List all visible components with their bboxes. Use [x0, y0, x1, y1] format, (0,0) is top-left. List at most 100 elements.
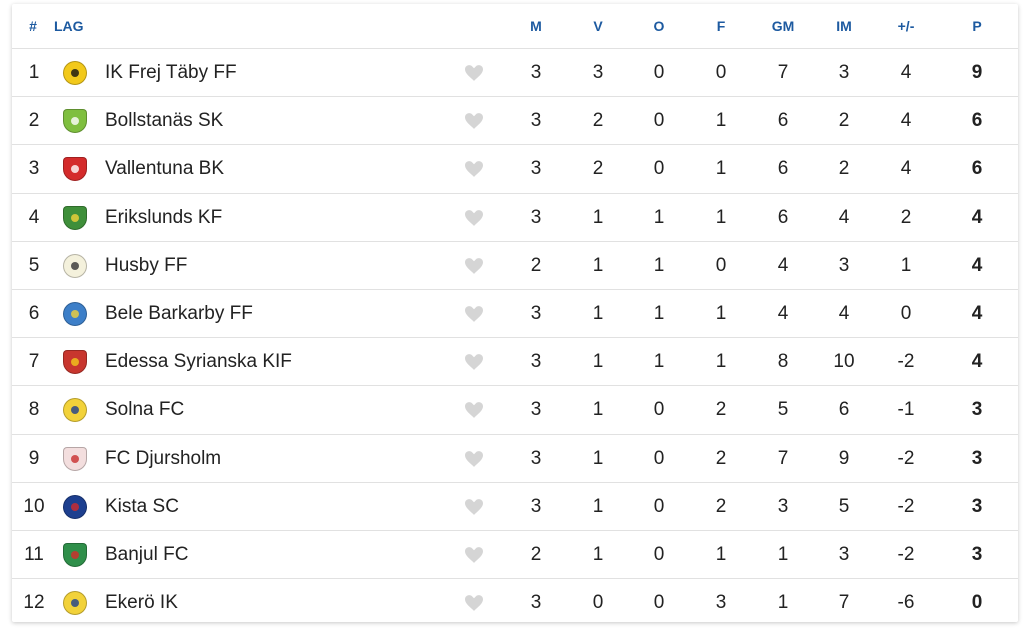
row-goals-against: 6: [838, 399, 850, 421]
row-played: 3: [530, 62, 542, 83]
row-goal-diff: 4: [900, 110, 912, 132]
table-row[interactable]: 11 Banjul FC 2 1 0 1 1 3 -2 3: [12, 530, 1018, 579]
table-row[interactable]: 6 Bele Barkarby FF 3 1 1 1 4 4 0 4: [12, 289, 1018, 338]
team-name-link[interactable]: Bele Barkarby FF: [105, 303, 253, 324]
row-goals-against: 4: [838, 303, 850, 324]
team-logo-icon: [58, 49, 92, 97]
header-draws[interactable]: O: [653, 18, 665, 34]
row-losses: 1: [715, 158, 727, 180]
row-draws: 0: [653, 399, 665, 421]
table-header: # LAG M V O F GM IM +/- P: [12, 4, 1018, 48]
row-losses: 0: [715, 62, 727, 83]
row-goals-for: 6: [777, 206, 789, 228]
row-losses: 1: [715, 303, 727, 324]
row-goals-for: 5: [777, 399, 789, 421]
header-goals-against[interactable]: IM: [836, 18, 852, 34]
team-name-link[interactable]: Solna FC: [105, 399, 185, 421]
heart-icon[interactable]: [462, 242, 486, 290]
row-losses: 2: [715, 399, 727, 421]
header-goal-diff[interactable]: +/-: [897, 18, 915, 34]
row-wins: 1: [592, 447, 604, 469]
team-name-link[interactable]: Ekerö IK: [105, 592, 178, 614]
header-losses[interactable]: F: [716, 18, 726, 34]
row-wins: 2: [592, 158, 604, 180]
row-goals-for: 1: [777, 544, 789, 565]
heart-icon[interactable]: [462, 579, 486, 627]
table-row[interactable]: 9 FC Djursholm 3 1 0 2 7 9 -2 3: [12, 433, 1018, 483]
table-row[interactable]: 12 Ekerö IK 3 0 0 3 1 7 -6 0: [12, 578, 1018, 627]
row-rank: 3: [28, 158, 40, 180]
row-losses: 1: [715, 110, 727, 132]
row-played: 3: [530, 447, 542, 469]
team-name-link[interactable]: Edessa Syrianska KIF: [105, 351, 292, 373]
heart-icon[interactable]: [462, 49, 486, 97]
team-name-link[interactable]: Kista SC: [105, 495, 179, 517]
table-row[interactable]: 3 Vallentuna BK 3 2 0 1 6 2 4 6: [12, 144, 1018, 193]
heart-icon[interactable]: [462, 145, 486, 193]
row-draws: 1: [653, 351, 665, 373]
team-name-link[interactable]: FC Djursholm: [105, 447, 222, 469]
row-wins: 0: [592, 592, 604, 614]
table-row[interactable]: 4 Erikslunds KF 3 1 1 1 6 4 2 4: [12, 192, 1018, 242]
row-draws: 0: [653, 544, 665, 565]
row-goals-for: 1: [777, 592, 789, 614]
row-points: 4: [971, 254, 983, 276]
row-goals-for: 4: [777, 254, 789, 276]
header-wins[interactable]: V: [593, 18, 603, 34]
table-row[interactable]: 8 Solna FC 3 1 0 2 5 6 -1 3: [12, 385, 1018, 434]
team-logo-icon: [58, 338, 92, 386]
row-losses: 0: [715, 254, 727, 276]
row-played: 3: [530, 110, 542, 132]
row-goal-diff: -2: [897, 351, 915, 373]
team-logo-icon: [58, 531, 92, 579]
table-row[interactable]: 5 Husby FF 2 1 1 0 4 3 1 4: [12, 240, 1018, 290]
team-logo-icon: [58, 242, 92, 290]
row-losses: 2: [715, 495, 727, 517]
heart-icon[interactable]: [462, 531, 486, 579]
row-wins: 1: [592, 544, 604, 565]
row-goals-against: 3: [838, 62, 850, 83]
header-rank[interactable]: #: [29, 18, 37, 34]
row-goal-diff: 4: [900, 62, 912, 83]
row-goals-against: 3: [838, 544, 850, 565]
header-goals-for[interactable]: GM: [771, 18, 795, 34]
row-goals-for: 7: [777, 447, 789, 469]
header-points[interactable]: P: [972, 18, 982, 34]
header-played[interactable]: M: [530, 18, 542, 34]
team-name-link[interactable]: Erikslunds KF: [105, 206, 223, 228]
row-goals-for: 6: [777, 110, 789, 132]
heart-icon[interactable]: [462, 194, 486, 242]
row-points: 4: [971, 303, 983, 324]
team-name-link[interactable]: Banjul FC: [105, 544, 189, 565]
heart-icon[interactable]: [462, 290, 486, 338]
row-played: 3: [530, 351, 542, 373]
team-name-link[interactable]: Husby FF: [105, 254, 188, 276]
row-goal-diff: -1: [897, 399, 915, 421]
team-name-link[interactable]: Vallentuna BK: [105, 158, 225, 180]
row-wins: 1: [592, 495, 604, 517]
team-logo-icon: [58, 290, 92, 338]
heart-icon[interactable]: [462, 386, 486, 434]
table-row[interactable]: 7 Edessa Syrianska KIF 3 1 1 1 8 10 -2 4: [12, 337, 1018, 386]
row-wins: 1: [592, 303, 604, 324]
heart-icon[interactable]: [462, 483, 486, 531]
header-team[interactable]: LAG: [54, 18, 84, 34]
row-played: 2: [530, 254, 542, 276]
table-row[interactable]: 10 Kista SC 3 1 0 2 3 5 -2 3: [12, 481, 1018, 531]
row-goals-against: 2: [838, 158, 850, 180]
team-name-link[interactable]: IK Frej Täby FF: [105, 62, 237, 83]
row-played: 3: [530, 399, 542, 421]
row-wins: 1: [592, 254, 604, 276]
row-goals-for: 4: [777, 303, 789, 324]
table-row[interactable]: 2 Bollstanäs SK 3 2 0 1 6 2 4 6: [12, 96, 1018, 145]
row-goal-diff: 2: [900, 206, 912, 228]
row-played: 3: [530, 206, 542, 228]
heart-icon[interactable]: [462, 435, 486, 483]
heart-icon[interactable]: [462, 338, 486, 386]
team-logo-icon: [58, 386, 92, 434]
row-draws: 0: [653, 158, 665, 180]
row-points: 6: [971, 110, 983, 132]
team-name-link[interactable]: Bollstanäs SK: [105, 110, 224, 132]
heart-icon[interactable]: [462, 97, 486, 145]
table-row[interactable]: 1 IK Frej Täby FF 3 3 0 0 7 3 4 9: [12, 48, 1018, 97]
